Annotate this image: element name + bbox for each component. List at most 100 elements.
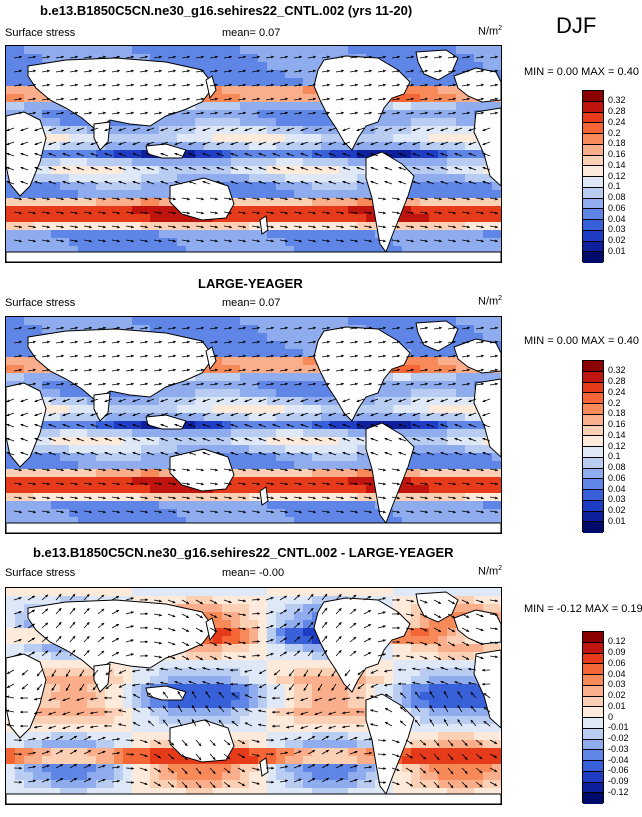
wind-arrow-head bbox=[356, 152, 360, 156]
field-cell bbox=[483, 517, 493, 526]
wind-arrow-head bbox=[356, 399, 360, 403]
field-cell bbox=[123, 469, 133, 478]
field-cell bbox=[78, 405, 88, 414]
panel-2-variable-label: Surface stress bbox=[5, 297, 76, 309]
field-cell bbox=[186, 509, 196, 518]
field-cell bbox=[141, 46, 151, 55]
field-cell bbox=[285, 397, 295, 406]
wind-arrow-head bbox=[384, 152, 388, 156]
field-cell bbox=[294, 453, 304, 462]
field-cell bbox=[42, 174, 52, 183]
field-cell bbox=[267, 461, 277, 470]
field-cell bbox=[294, 70, 304, 79]
field-cell bbox=[276, 365, 286, 374]
field-cell bbox=[195, 373, 205, 382]
field-cell bbox=[42, 110, 52, 119]
field-cell bbox=[294, 389, 304, 398]
wind-arrow-head bbox=[412, 180, 416, 184]
land-mass bbox=[27, 328, 215, 402]
field-cell bbox=[375, 134, 385, 143]
field-cell bbox=[186, 325, 196, 334]
field-cell bbox=[141, 469, 151, 478]
field-cell bbox=[213, 509, 223, 518]
wind-arrow-head bbox=[328, 166, 332, 170]
field-cell bbox=[429, 238, 439, 247]
field-cell bbox=[321, 238, 331, 247]
field-cell bbox=[267, 405, 277, 414]
wind-arrow-head bbox=[495, 496, 498, 500]
field-cell bbox=[42, 158, 52, 167]
wind-arrow-head bbox=[244, 180, 248, 184]
field-cell bbox=[294, 78, 304, 87]
field-cell bbox=[42, 214, 52, 223]
field-cell bbox=[438, 214, 448, 223]
wind-arrow-head bbox=[47, 97, 50, 101]
wind-arrow-head bbox=[229, 326, 232, 330]
field-cell bbox=[321, 461, 331, 470]
field-cell bbox=[321, 142, 331, 151]
field-cell bbox=[96, 517, 106, 526]
wind-arrow-head bbox=[467, 97, 470, 101]
wind-arrow-head bbox=[229, 354, 232, 358]
wind-arrow-head bbox=[468, 142, 472, 146]
field-cell bbox=[303, 62, 313, 71]
wind-arrow-head bbox=[383, 340, 386, 344]
field-cell bbox=[339, 453, 349, 462]
field-cell bbox=[456, 62, 466, 71]
field-cell bbox=[24, 461, 34, 470]
field-cell bbox=[375, 397, 385, 406]
field-cell bbox=[51, 397, 61, 406]
colorbar-swatch bbox=[583, 155, 603, 167]
field-cell bbox=[177, 230, 187, 239]
wind-arrow-head bbox=[145, 382, 148, 386]
field-cell bbox=[222, 437, 232, 446]
wind-arrow-head bbox=[33, 382, 36, 386]
field-cell bbox=[411, 461, 421, 470]
wind-arrow-head bbox=[145, 225, 148, 229]
wind-arrow-head bbox=[468, 180, 472, 184]
field-cell bbox=[285, 134, 295, 143]
wind-arrow-head bbox=[286, 166, 290, 170]
colorbar-tick-label: 0.01 bbox=[608, 245, 626, 256]
field-cell bbox=[141, 190, 151, 199]
field-cell bbox=[87, 501, 97, 510]
field-cell bbox=[483, 198, 493, 207]
wind-arrow-head bbox=[20, 437, 24, 441]
field-cell bbox=[483, 485, 493, 494]
wind-arrow-head bbox=[425, 197, 428, 201]
field-cell bbox=[321, 214, 331, 223]
field-cell bbox=[240, 413, 250, 422]
field-cell bbox=[393, 142, 403, 151]
field-cell bbox=[6, 78, 16, 87]
field-cell bbox=[285, 461, 295, 470]
field-cell bbox=[438, 517, 448, 526]
field-cell bbox=[60, 222, 70, 231]
field-cell bbox=[105, 461, 115, 470]
field-cell bbox=[285, 126, 295, 135]
wind-arrow-head bbox=[341, 225, 344, 229]
field-cell bbox=[132, 182, 142, 191]
wind-arrow-head bbox=[159, 69, 162, 73]
wind-arrow-head bbox=[6, 180, 10, 184]
wind-arrow-head bbox=[61, 211, 64, 215]
field-cell bbox=[42, 437, 52, 446]
field-cell bbox=[384, 389, 394, 398]
field-cell bbox=[411, 246, 421, 255]
field-cell bbox=[294, 110, 304, 119]
land-mass bbox=[473, 378, 501, 458]
wind-arrow-head bbox=[383, 368, 386, 372]
field-cell bbox=[411, 166, 421, 175]
wind-arrow-head bbox=[159, 496, 162, 500]
field-cell bbox=[87, 134, 97, 143]
wind-arrow-head bbox=[201, 382, 204, 386]
field-cell bbox=[312, 110, 322, 119]
field-cell bbox=[447, 517, 457, 526]
wind-arrow-head bbox=[103, 354, 106, 358]
field-cell bbox=[6, 517, 16, 526]
field-cell bbox=[447, 166, 457, 175]
field-cell bbox=[411, 206, 421, 215]
field-cell bbox=[60, 110, 70, 119]
wind-arrow-head bbox=[230, 423, 234, 427]
field-cell bbox=[132, 461, 142, 470]
field-cell bbox=[276, 142, 286, 151]
